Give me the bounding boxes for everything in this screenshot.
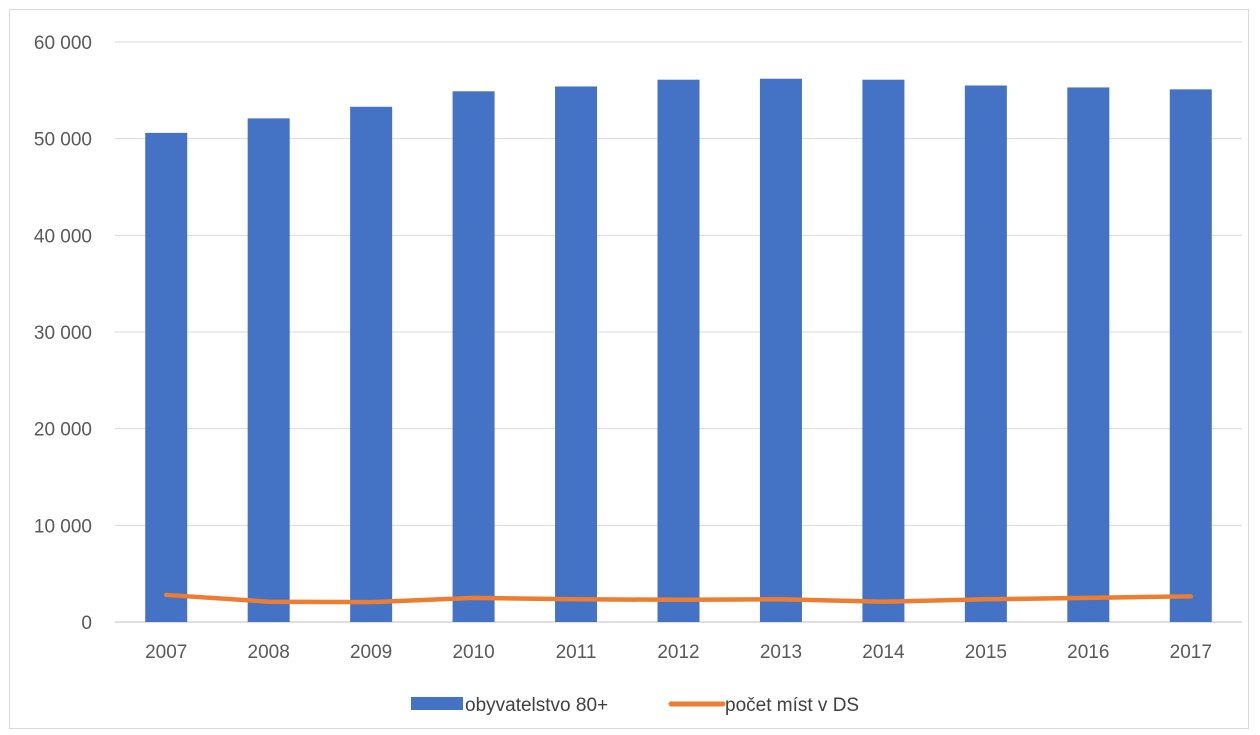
y-tick-label: 50 000 [34,130,92,151]
legend-label-bar: obyvatelstvo 80+ [465,695,608,716]
bar-series [145,78,1212,623]
chart-frame [9,9,1249,729]
bar [452,91,495,623]
y-tick-label: 40 000 [34,226,92,247]
bar [862,79,905,622]
bar [555,86,598,622]
x-tick-label: 2011 [556,642,597,663]
bar [657,79,700,622]
bar [145,132,188,622]
x-tick-label: 2016 [1067,642,1109,663]
x-tick-label: 2017 [1170,642,1212,663]
y-tick-label: 30 000 [34,323,92,344]
x-tick-label: 2010 [452,642,494,663]
y-tick-label: 10 000 [34,516,92,537]
x-tick-label: 2014 [862,642,905,663]
y-tick-label: 0 [81,613,92,634]
x-tick-label: 2015 [965,642,1007,663]
bar [1169,89,1212,622]
bar [247,118,290,622]
x-tick-label: 2007 [145,642,187,663]
legend-label-line: počet míst v DS [725,695,859,716]
bar [964,85,1007,622]
bar [759,78,802,622]
x-tick-label: 2009 [350,642,392,663]
x-axis-tick-labels: 2007 2008 2009 2010 2011 2012 2013 2014 2015 2016… [145,642,1212,663]
bar [1067,87,1110,622]
x-tick-label: 2013 [760,642,802,663]
y-tick-label: 60 000 [34,33,92,54]
y-tick-label: 20 000 [34,420,92,441]
bar [350,106,393,623]
legend: obyvatelstvo 80+ počet míst v DS [411,695,859,716]
line-series [163,592,1194,605]
x-tick-label: 2008 [248,642,290,663]
legend-swatch-bar [411,697,463,710]
y-axis-tick-labels: 0 10 000 20 000 30 000 40 000 50 000 60 000 [34,33,92,634]
x-tick-label: 2012 [657,642,699,663]
